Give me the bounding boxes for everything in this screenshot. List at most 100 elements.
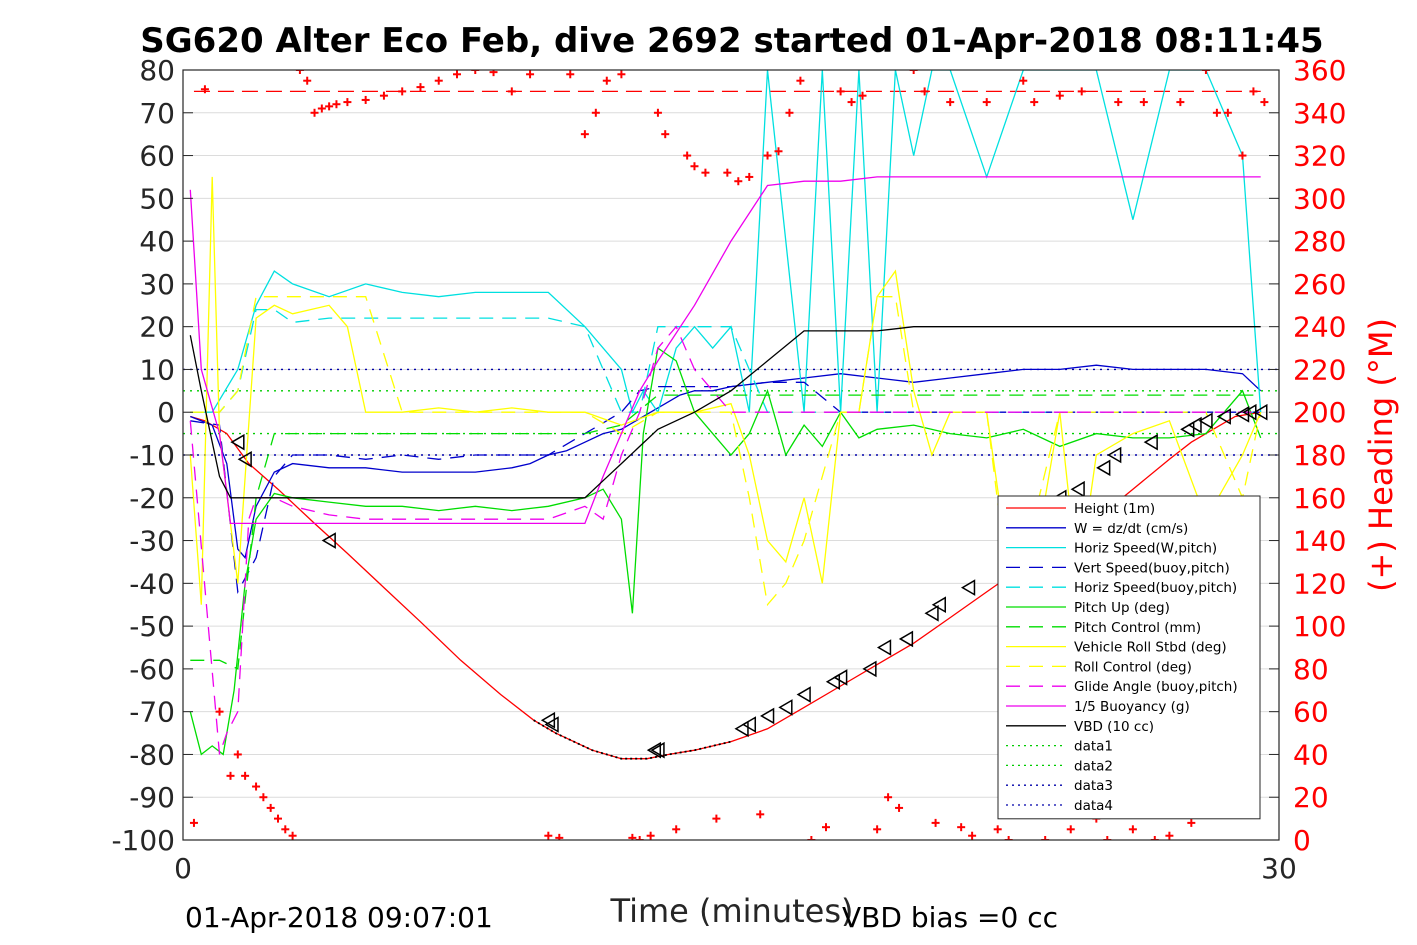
heading-point	[1260, 98, 1269, 107]
y-right-tick-label: 120	[1293, 567, 1346, 600]
heading-point	[1030, 98, 1039, 107]
heading-point	[555, 833, 564, 840]
y-right-tick-label: 80	[1293, 653, 1329, 686]
heading-point	[325, 102, 334, 111]
heading-points	[189, 70, 1269, 840]
heading-point	[895, 803, 904, 812]
heading-point	[785, 108, 794, 117]
heading-point	[884, 793, 893, 802]
y-tick-label: -50	[129, 610, 175, 643]
triangle-marker	[778, 699, 793, 716]
triangle-marker	[924, 604, 939, 622]
heading-point	[1128, 825, 1137, 834]
y-right-tick-label: 180	[1293, 439, 1346, 472]
triangle-marker	[1070, 480, 1085, 498]
y-right-tick-label: 240	[1293, 311, 1346, 344]
heading-point	[591, 108, 600, 117]
heading-point	[1165, 831, 1174, 840]
y-tick-label: -60	[129, 653, 175, 686]
y-tick-label: 80	[139, 54, 175, 87]
heading-point	[233, 750, 242, 759]
y-right-tick-label: 320	[1293, 140, 1346, 173]
triangle-marker	[1216, 408, 1231, 425]
heading-point	[982, 98, 991, 107]
y-right-tick-label: 280	[1293, 225, 1346, 258]
y-axis-ticks: 80 70 60 50 40 30 20 10 0 -10 -20 -30 -40 -50 -60 -70 -8…	[111, 54, 1279, 857]
triangle-marker	[931, 596, 946, 614]
heading-point	[723, 168, 732, 177]
heading-point	[288, 831, 297, 840]
heading-point	[1176, 98, 1185, 107]
heading-point	[1114, 98, 1123, 107]
legend: Height (1m) W = dz/dt (cm/s) Horiz Speed(W…	[997, 495, 1261, 820]
series-line-6	[190, 394, 1261, 670]
heading-point	[379, 91, 388, 100]
heading-point	[646, 831, 655, 840]
y-tick-label: -20	[129, 482, 175, 515]
triangle-marker	[862, 660, 877, 678]
height-dotted-overlay	[533, 719, 732, 760]
x-axis-ticks: 0 30	[174, 852, 1297, 885]
y-tick-label: -100	[111, 824, 175, 857]
y-tick-label: 10	[139, 353, 175, 386]
heading-point	[416, 83, 425, 92]
triangle-marker	[544, 716, 559, 733]
triangle-marker	[237, 450, 252, 468]
heading-point	[774, 147, 783, 156]
heading-point	[968, 831, 977, 840]
y-tick-label: 70	[139, 97, 175, 130]
heading-point	[1077, 87, 1086, 96]
heading-point	[712, 814, 721, 823]
heading-point	[1103, 836, 1112, 840]
heading-point	[1019, 76, 1028, 85]
triangle-marker	[1198, 412, 1213, 430]
heading-point	[200, 85, 209, 94]
heading-point	[993, 825, 1002, 834]
y-right-tick-label: 300	[1293, 182, 1346, 215]
series-line-5	[189, 346, 1262, 756]
heading-point	[683, 151, 692, 160]
heading-point	[734, 177, 743, 186]
triangle-marker	[321, 532, 336, 549]
heading-point	[259, 793, 268, 802]
heading-point	[189, 818, 198, 827]
heading-point	[361, 95, 370, 104]
heading-point	[252, 782, 261, 791]
triangle-marker	[1187, 416, 1202, 434]
heading-point	[241, 771, 250, 780]
heading-point	[1249, 87, 1258, 96]
heading-point	[215, 707, 224, 716]
heading-point	[1238, 151, 1247, 160]
triangle-marker	[876, 639, 892, 656]
y-right-axis-ticks: 3603403203002802602402202001801601401201…	[1293, 54, 1346, 857]
heading-point	[1212, 108, 1221, 117]
legend-label: Horiz Speed(buoy,pitch)	[1074, 580, 1237, 596]
y-tick-label: 30	[139, 268, 175, 301]
heading-point	[796, 76, 805, 85]
heading-point	[317, 104, 326, 113]
heading-point	[1187, 818, 1196, 827]
y-right-tick-label: 260	[1293, 268, 1346, 301]
heading-point	[745, 172, 754, 181]
heading-point	[281, 825, 290, 834]
heading-point	[602, 76, 611, 85]
heading-point	[909, 70, 918, 74]
y-tick-label: 50	[139, 182, 175, 215]
legend-label: data1	[1074, 739, 1113, 755]
triangle-marker	[1143, 433, 1158, 451]
legend-label: data3	[1074, 778, 1113, 794]
y-tick-label: -10	[129, 439, 175, 472]
heading-point	[226, 771, 235, 780]
heading-point	[836, 87, 845, 96]
heading-point	[1066, 825, 1075, 834]
heading-point	[453, 70, 461, 79]
x-axis-label: Time (minutes)	[610, 892, 854, 930]
heading-point	[807, 836, 816, 840]
y-tick-label: -30	[129, 525, 175, 558]
heading-point	[672, 825, 681, 834]
legend-label: W = dz/dt (cm/s)	[1074, 521, 1188, 537]
heading-point	[858, 91, 867, 100]
heading-point	[1223, 108, 1232, 117]
triangle-marker	[646, 741, 662, 759]
heading-point	[690, 162, 699, 171]
